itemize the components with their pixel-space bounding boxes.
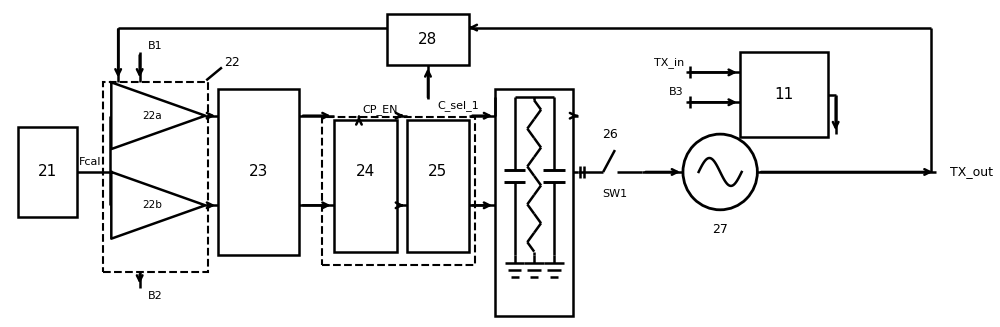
Bar bbox=[740, 52, 828, 137]
Bar bbox=[495, 89, 573, 316]
Text: 28: 28 bbox=[418, 32, 438, 47]
Bar bbox=[322, 117, 475, 265]
Text: 25: 25 bbox=[428, 164, 447, 180]
Polygon shape bbox=[111, 172, 205, 239]
Text: B3: B3 bbox=[669, 87, 684, 97]
Text: 26: 26 bbox=[602, 128, 618, 141]
Text: C_sel_1: C_sel_1 bbox=[438, 100, 480, 111]
Text: 23: 23 bbox=[249, 164, 268, 180]
Bar bbox=[103, 82, 208, 271]
Text: Fcal: Fcal bbox=[79, 157, 101, 167]
Bar bbox=[407, 120, 469, 251]
Text: SW1: SW1 bbox=[602, 189, 627, 199]
Text: 27: 27 bbox=[712, 223, 728, 236]
Text: TX_in: TX_in bbox=[654, 57, 684, 68]
Text: 22b: 22b bbox=[142, 200, 162, 210]
Polygon shape bbox=[111, 82, 205, 149]
Text: 24: 24 bbox=[356, 164, 375, 180]
Bar bbox=[18, 127, 77, 217]
Text: 21: 21 bbox=[38, 164, 57, 180]
Text: 22a: 22a bbox=[143, 111, 162, 121]
Text: 22: 22 bbox=[224, 56, 240, 69]
Bar bbox=[387, 14, 469, 65]
Text: B2: B2 bbox=[148, 291, 162, 301]
Bar bbox=[334, 120, 397, 251]
Text: CP_EN: CP_EN bbox=[363, 104, 398, 115]
Text: 11: 11 bbox=[774, 87, 793, 102]
Bar bbox=[218, 89, 299, 255]
Text: B1: B1 bbox=[148, 41, 162, 50]
Text: TX_out: TX_out bbox=[950, 165, 993, 179]
